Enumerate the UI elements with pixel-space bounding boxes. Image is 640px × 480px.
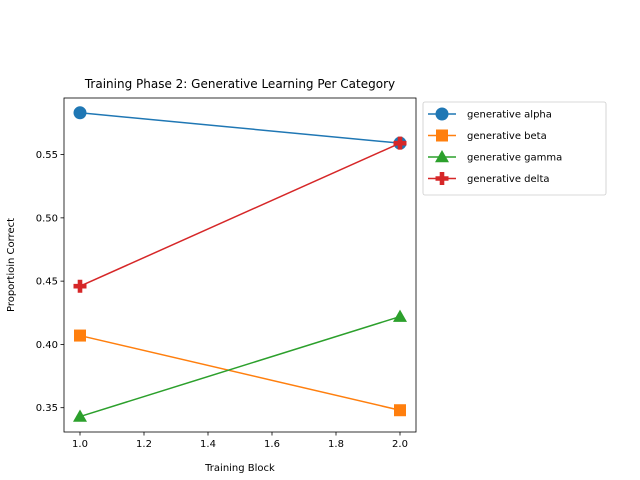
legend-label-generative-gamma: generative gamma [467, 153, 562, 164]
legend-marker-generative-alpha [435, 107, 449, 121]
data-point-generative-beta [394, 404, 406, 417]
x-tick-label: 1.8 [328, 439, 344, 450]
legend-box [422, 101, 607, 196]
legend-label-generative-alpha: generative alpha [467, 110, 552, 121]
plot-area: 1.0 1.2 1.4 1.6 1.8 2.0 0.35 0.40 0.45 0.50 0.55 [36, 97, 417, 450]
y-tick-label: 0.50 [36, 213, 58, 224]
y-axis-label: Proportioin Correct [6, 218, 17, 312]
data-point-generative-beta [74, 329, 86, 342]
chart-title: Training Phase 2: Generative Learning Pe… [84, 77, 395, 91]
series-line-generative-gamma [79, 315, 401, 418]
x-tick-label: 1.0 [72, 439, 88, 450]
legend-label-generative-delta: generative delta [467, 174, 550, 185]
y-tick-label: 0.45 [36, 277, 58, 288]
x-tick-label: 1.6 [264, 439, 280, 450]
x-axis-label: Training Block [204, 463, 275, 474]
legend-marker-generative-delta [435, 172, 449, 185]
data-point-generative-delta [73, 279, 87, 293]
x-tick-label: 1.4 [200, 439, 216, 450]
y-tick-label: 0.35 [36, 403, 58, 414]
plot-frame [63, 97, 417, 433]
legend-marker-generative-gamma [435, 150, 449, 163]
y-tick-label: 0.55 [36, 150, 58, 161]
series-line-generative-beta [79, 334, 401, 411]
data-point-generative-gamma [73, 409, 87, 422]
x-tick-label: 2.0 [392, 439, 408, 450]
x-tick-label: 1.2 [136, 439, 152, 450]
y-tick-label: 0.40 [36, 340, 58, 351]
series-line-generative-alpha [79, 112, 401, 144]
data-point-generative-alpha [73, 106, 87, 120]
data-point-generative-gamma [393, 309, 407, 322]
legend-label-generative-beta: generative beta [467, 131, 547, 142]
data-point-generative-delta [393, 136, 407, 150]
legend: generative alpha generative beta generativ… [422, 101, 607, 196]
legend-marker-generative-beta [436, 129, 448, 142]
series-line-generative-delta [79, 142, 401, 287]
